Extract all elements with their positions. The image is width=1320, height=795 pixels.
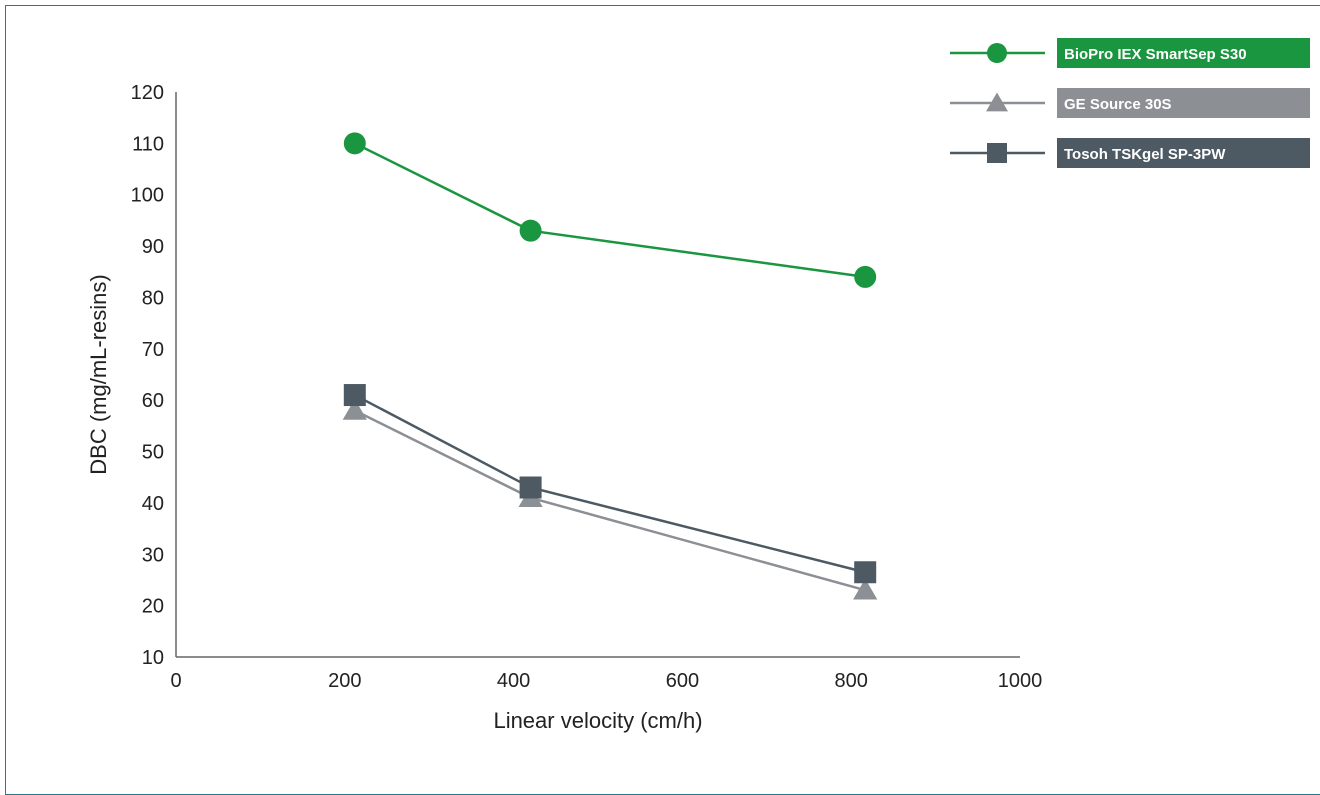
x-tick-label: 400 — [497, 670, 530, 692]
y-tick-label: 70 — [142, 339, 164, 361]
legend-item: Tosoh TSKgel SP-3PW — [950, 138, 1310, 168]
y-tick-label: 30 — [142, 544, 164, 566]
y-tick-label: 100 — [131, 185, 164, 207]
y-tick-label: 120 — [131, 82, 164, 104]
y-tick-label: 10 — [142, 647, 164, 669]
data-point — [343, 384, 366, 407]
data-point — [853, 578, 878, 600]
legend-item: GE Source 30S — [950, 88, 1310, 118]
legend: BioPro IEX SmartSep S30 GE Source 30S Toso… — [950, 38, 1310, 168]
x-axis-title: Linear velocity (cm/h) — [493, 708, 702, 733]
data-point — [342, 398, 367, 420]
legend-label: Tosoh TSKgel SP-3PW — [1064, 146, 1226, 163]
data-point — [854, 265, 877, 288]
data-point — [519, 219, 542, 242]
y-tick-label: 60 — [142, 390, 164, 412]
data-point — [987, 43, 1007, 63]
data-point — [854, 561, 877, 584]
y-tick-label: 90 — [142, 236, 164, 258]
data-point — [986, 92, 1008, 112]
y-tick-labels: 10 20 30 40 50 60 70 80 90 100 110 120 — [131, 82, 164, 669]
axes — [175, 92, 1020, 658]
x-tick-label: 800 — [835, 670, 868, 692]
series-circle — [343, 132, 877, 288]
series-line — [354, 393, 866, 574]
legend-item: BioPro IEX SmartSep S30 — [950, 38, 1310, 68]
y-tick-label: 110 — [132, 133, 164, 155]
x-tick-label: 1000 — [998, 670, 1043, 692]
y-tick-label: 40 — [142, 493, 164, 515]
x-tick-labels: 0 200 400 600 800 1000 — [170, 670, 1042, 692]
legend-label-bg — [1057, 88, 1310, 118]
data-point — [987, 143, 1007, 163]
x-tick-label: 600 — [666, 670, 699, 692]
y-axis-title: DBC (mg/mL-resins) — [86, 274, 111, 474]
x-tick-label: 200 — [328, 670, 361, 692]
y-tick-label: 20 — [142, 596, 164, 618]
series-triangle — [342, 398, 878, 600]
legend-label: BioPro IEX SmartSep S30 — [1064, 46, 1247, 63]
data-point — [519, 476, 542, 499]
x-tick-label: 0 — [170, 670, 181, 692]
series-line — [354, 409, 866, 592]
series-line — [354, 142, 866, 279]
series-layer — [342, 132, 878, 600]
legend-label-bg — [1057, 38, 1310, 68]
legend-label-bg — [1057, 138, 1310, 168]
y-tick-label: 50 — [142, 442, 164, 464]
y-tick-label: 80 — [142, 287, 164, 309]
data-point — [343, 132, 366, 155]
legend-label: GE Source 30S — [1064, 96, 1172, 113]
series-square — [343, 384, 877, 584]
